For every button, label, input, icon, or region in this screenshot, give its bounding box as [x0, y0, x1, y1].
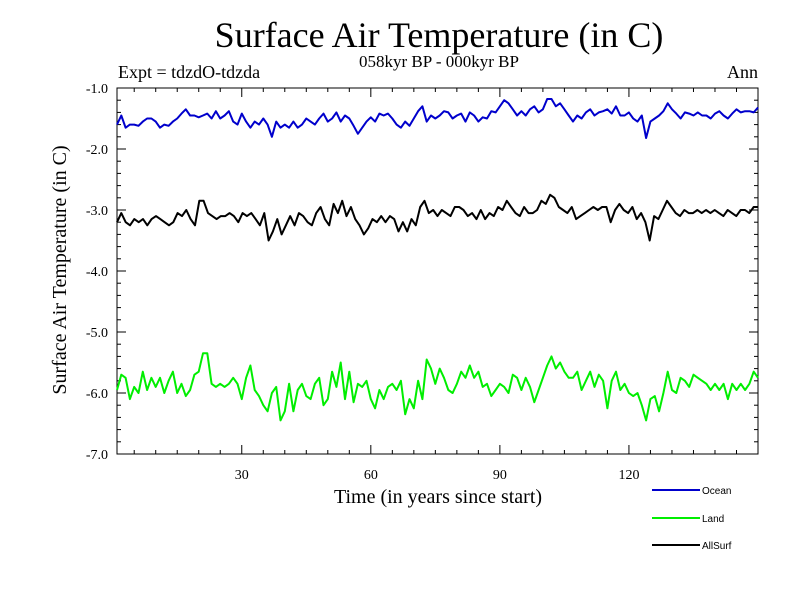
chart-subtitle: 058kyr BP - 000kyr BP: [359, 52, 519, 71]
y-tick-label: -7.0: [86, 448, 108, 463]
legend-label-allsurf: AllSurf: [702, 541, 732, 552]
series-line-land: [116, 352, 759, 422]
y-tick-label: -3.0: [86, 204, 108, 219]
legend: Ocean Land AllSurf: [652, 486, 732, 552]
series-line-ocean: [116, 98, 759, 139]
series-line-allsurf: [116, 193, 758, 242]
y-axis-label: Surface Air Temperature (in C): [49, 145, 71, 394]
legend-label-ocean: Ocean: [702, 486, 731, 497]
axes: 30 60 90 120 -1.0 -2.0 -3.0 -4.0 -5.0 -6.0 -7.0: [86, 82, 759, 483]
season-label: Ann: [727, 62, 758, 82]
y-tick-label: -2.0: [86, 143, 108, 158]
x-tick-label: 30: [235, 468, 249, 483]
y-tick-label: -6.0: [86, 387, 108, 402]
legend-label-land: Land: [702, 514, 724, 525]
x-axis-label: Time (in years since start): [334, 486, 542, 508]
x-tick-label: 60: [364, 468, 378, 483]
x-tick-label: 90: [493, 468, 507, 483]
y-tick-label: -4.0: [86, 265, 108, 280]
series-group: [116, 98, 759, 422]
x-tick-label: 120: [618, 468, 639, 483]
chart-title: Surface Air Temperature (in C): [214, 15, 664, 55]
experiment-label: Expt = tdzdO-tdzda: [118, 62, 261, 82]
y-tick-label: -5.0: [86, 326, 108, 341]
y-tick-label: -1.0: [86, 82, 108, 97]
